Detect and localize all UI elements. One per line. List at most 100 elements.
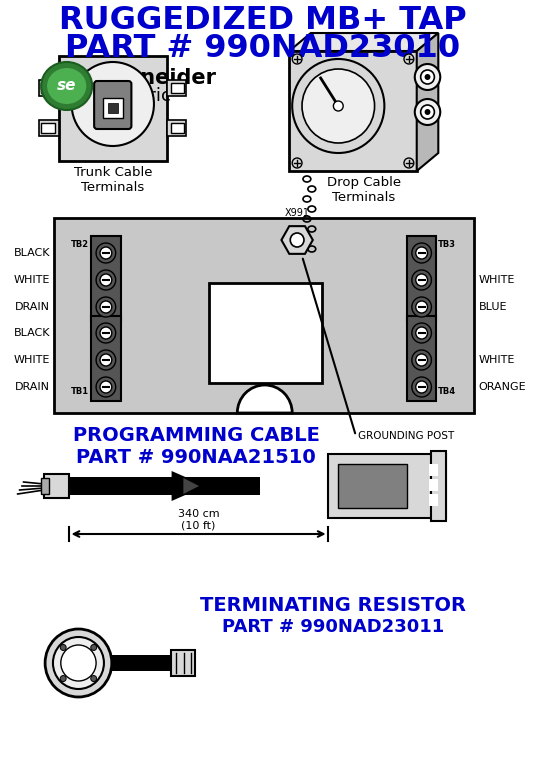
Circle shape	[416, 301, 428, 313]
Circle shape	[96, 243, 116, 263]
Polygon shape	[416, 33, 438, 171]
FancyBboxPatch shape	[431, 451, 446, 521]
FancyBboxPatch shape	[170, 123, 184, 133]
Text: PART # 990NAD23010: PART # 990NAD23010	[65, 33, 460, 64]
FancyBboxPatch shape	[41, 83, 55, 93]
Circle shape	[96, 297, 116, 317]
FancyBboxPatch shape	[170, 83, 184, 93]
Circle shape	[96, 350, 116, 370]
Circle shape	[416, 381, 428, 393]
FancyBboxPatch shape	[338, 464, 407, 508]
Circle shape	[290, 233, 304, 247]
FancyBboxPatch shape	[103, 98, 123, 118]
Text: WHITE: WHITE	[479, 275, 515, 285]
Circle shape	[412, 323, 431, 343]
FancyBboxPatch shape	[428, 464, 438, 476]
Circle shape	[412, 377, 431, 397]
Circle shape	[412, 270, 431, 290]
FancyBboxPatch shape	[329, 454, 446, 518]
Text: RUGGEDIZED MB+ TAP: RUGGEDIZED MB+ TAP	[59, 5, 467, 36]
Polygon shape	[281, 226, 313, 254]
Text: TERMINATING RESISTOR: TERMINATING RESISTOR	[200, 596, 466, 615]
Circle shape	[416, 274, 428, 286]
Text: GROUNDING POST: GROUNDING POST	[358, 431, 454, 441]
FancyBboxPatch shape	[41, 478, 49, 494]
FancyBboxPatch shape	[170, 650, 195, 676]
Text: Electric: Electric	[104, 87, 171, 105]
Circle shape	[421, 105, 434, 119]
Text: WHITE: WHITE	[479, 355, 515, 365]
Circle shape	[412, 243, 431, 263]
FancyBboxPatch shape	[289, 51, 416, 171]
FancyBboxPatch shape	[69, 477, 260, 495]
FancyBboxPatch shape	[407, 236, 436, 321]
FancyBboxPatch shape	[44, 474, 69, 498]
Polygon shape	[183, 478, 199, 494]
Circle shape	[415, 99, 440, 125]
Text: TB3: TB3	[438, 240, 456, 249]
Circle shape	[416, 247, 428, 259]
Wedge shape	[237, 385, 292, 413]
Text: PROGRAMMING CABLE: PROGRAMMING CABLE	[73, 426, 319, 445]
Text: DRAIN: DRAIN	[15, 382, 50, 392]
Circle shape	[53, 637, 104, 689]
Circle shape	[61, 645, 96, 681]
FancyBboxPatch shape	[91, 236, 121, 321]
Circle shape	[416, 327, 428, 339]
Circle shape	[91, 676, 96, 682]
Circle shape	[333, 101, 343, 111]
Text: Schneider: Schneider	[98, 68, 216, 88]
Polygon shape	[289, 33, 438, 51]
FancyBboxPatch shape	[59, 56, 167, 161]
FancyBboxPatch shape	[167, 80, 187, 96]
Circle shape	[100, 327, 112, 339]
Text: PART # 990NAD23011: PART # 990NAD23011	[222, 618, 444, 636]
Circle shape	[404, 158, 414, 168]
Circle shape	[292, 54, 302, 64]
Circle shape	[60, 644, 66, 651]
Ellipse shape	[47, 68, 86, 104]
Circle shape	[302, 69, 375, 143]
Circle shape	[72, 62, 154, 146]
FancyBboxPatch shape	[91, 316, 121, 401]
Circle shape	[100, 274, 112, 286]
Text: DRAIN: DRAIN	[15, 302, 50, 312]
Circle shape	[100, 381, 112, 393]
Circle shape	[425, 74, 430, 80]
FancyBboxPatch shape	[428, 494, 438, 506]
Circle shape	[412, 297, 431, 317]
Text: WHITE: WHITE	[13, 355, 50, 365]
Circle shape	[416, 354, 428, 366]
FancyBboxPatch shape	[167, 120, 187, 136]
Text: se: se	[57, 79, 77, 94]
Text: Drop Cable
Terminals: Drop Cable Terminals	[327, 176, 401, 204]
Circle shape	[100, 301, 112, 313]
Circle shape	[60, 676, 66, 682]
FancyBboxPatch shape	[41, 123, 55, 133]
Text: TB4: TB4	[438, 387, 457, 396]
Polygon shape	[172, 471, 206, 501]
FancyBboxPatch shape	[209, 283, 322, 383]
FancyBboxPatch shape	[108, 103, 118, 113]
Text: Trunk Cable
Terminals: Trunk Cable Terminals	[73, 166, 152, 194]
Circle shape	[45, 629, 112, 697]
Circle shape	[96, 377, 116, 397]
FancyBboxPatch shape	[39, 120, 59, 136]
Text: TB1: TB1	[71, 387, 89, 396]
FancyBboxPatch shape	[407, 316, 436, 401]
FancyBboxPatch shape	[39, 80, 59, 96]
Circle shape	[100, 247, 112, 259]
Circle shape	[96, 323, 116, 343]
Circle shape	[421, 70, 434, 84]
Text: 340 cm
(10 ft): 340 cm (10 ft)	[178, 509, 219, 531]
Circle shape	[404, 54, 414, 64]
Ellipse shape	[41, 62, 92, 110]
Text: WHITE: WHITE	[13, 275, 50, 285]
Circle shape	[96, 270, 116, 290]
Circle shape	[292, 158, 302, 168]
Circle shape	[292, 59, 384, 153]
Text: BLUE: BLUE	[479, 302, 507, 312]
Circle shape	[412, 350, 431, 370]
FancyBboxPatch shape	[112, 655, 170, 671]
Text: X991: X991	[285, 208, 310, 218]
